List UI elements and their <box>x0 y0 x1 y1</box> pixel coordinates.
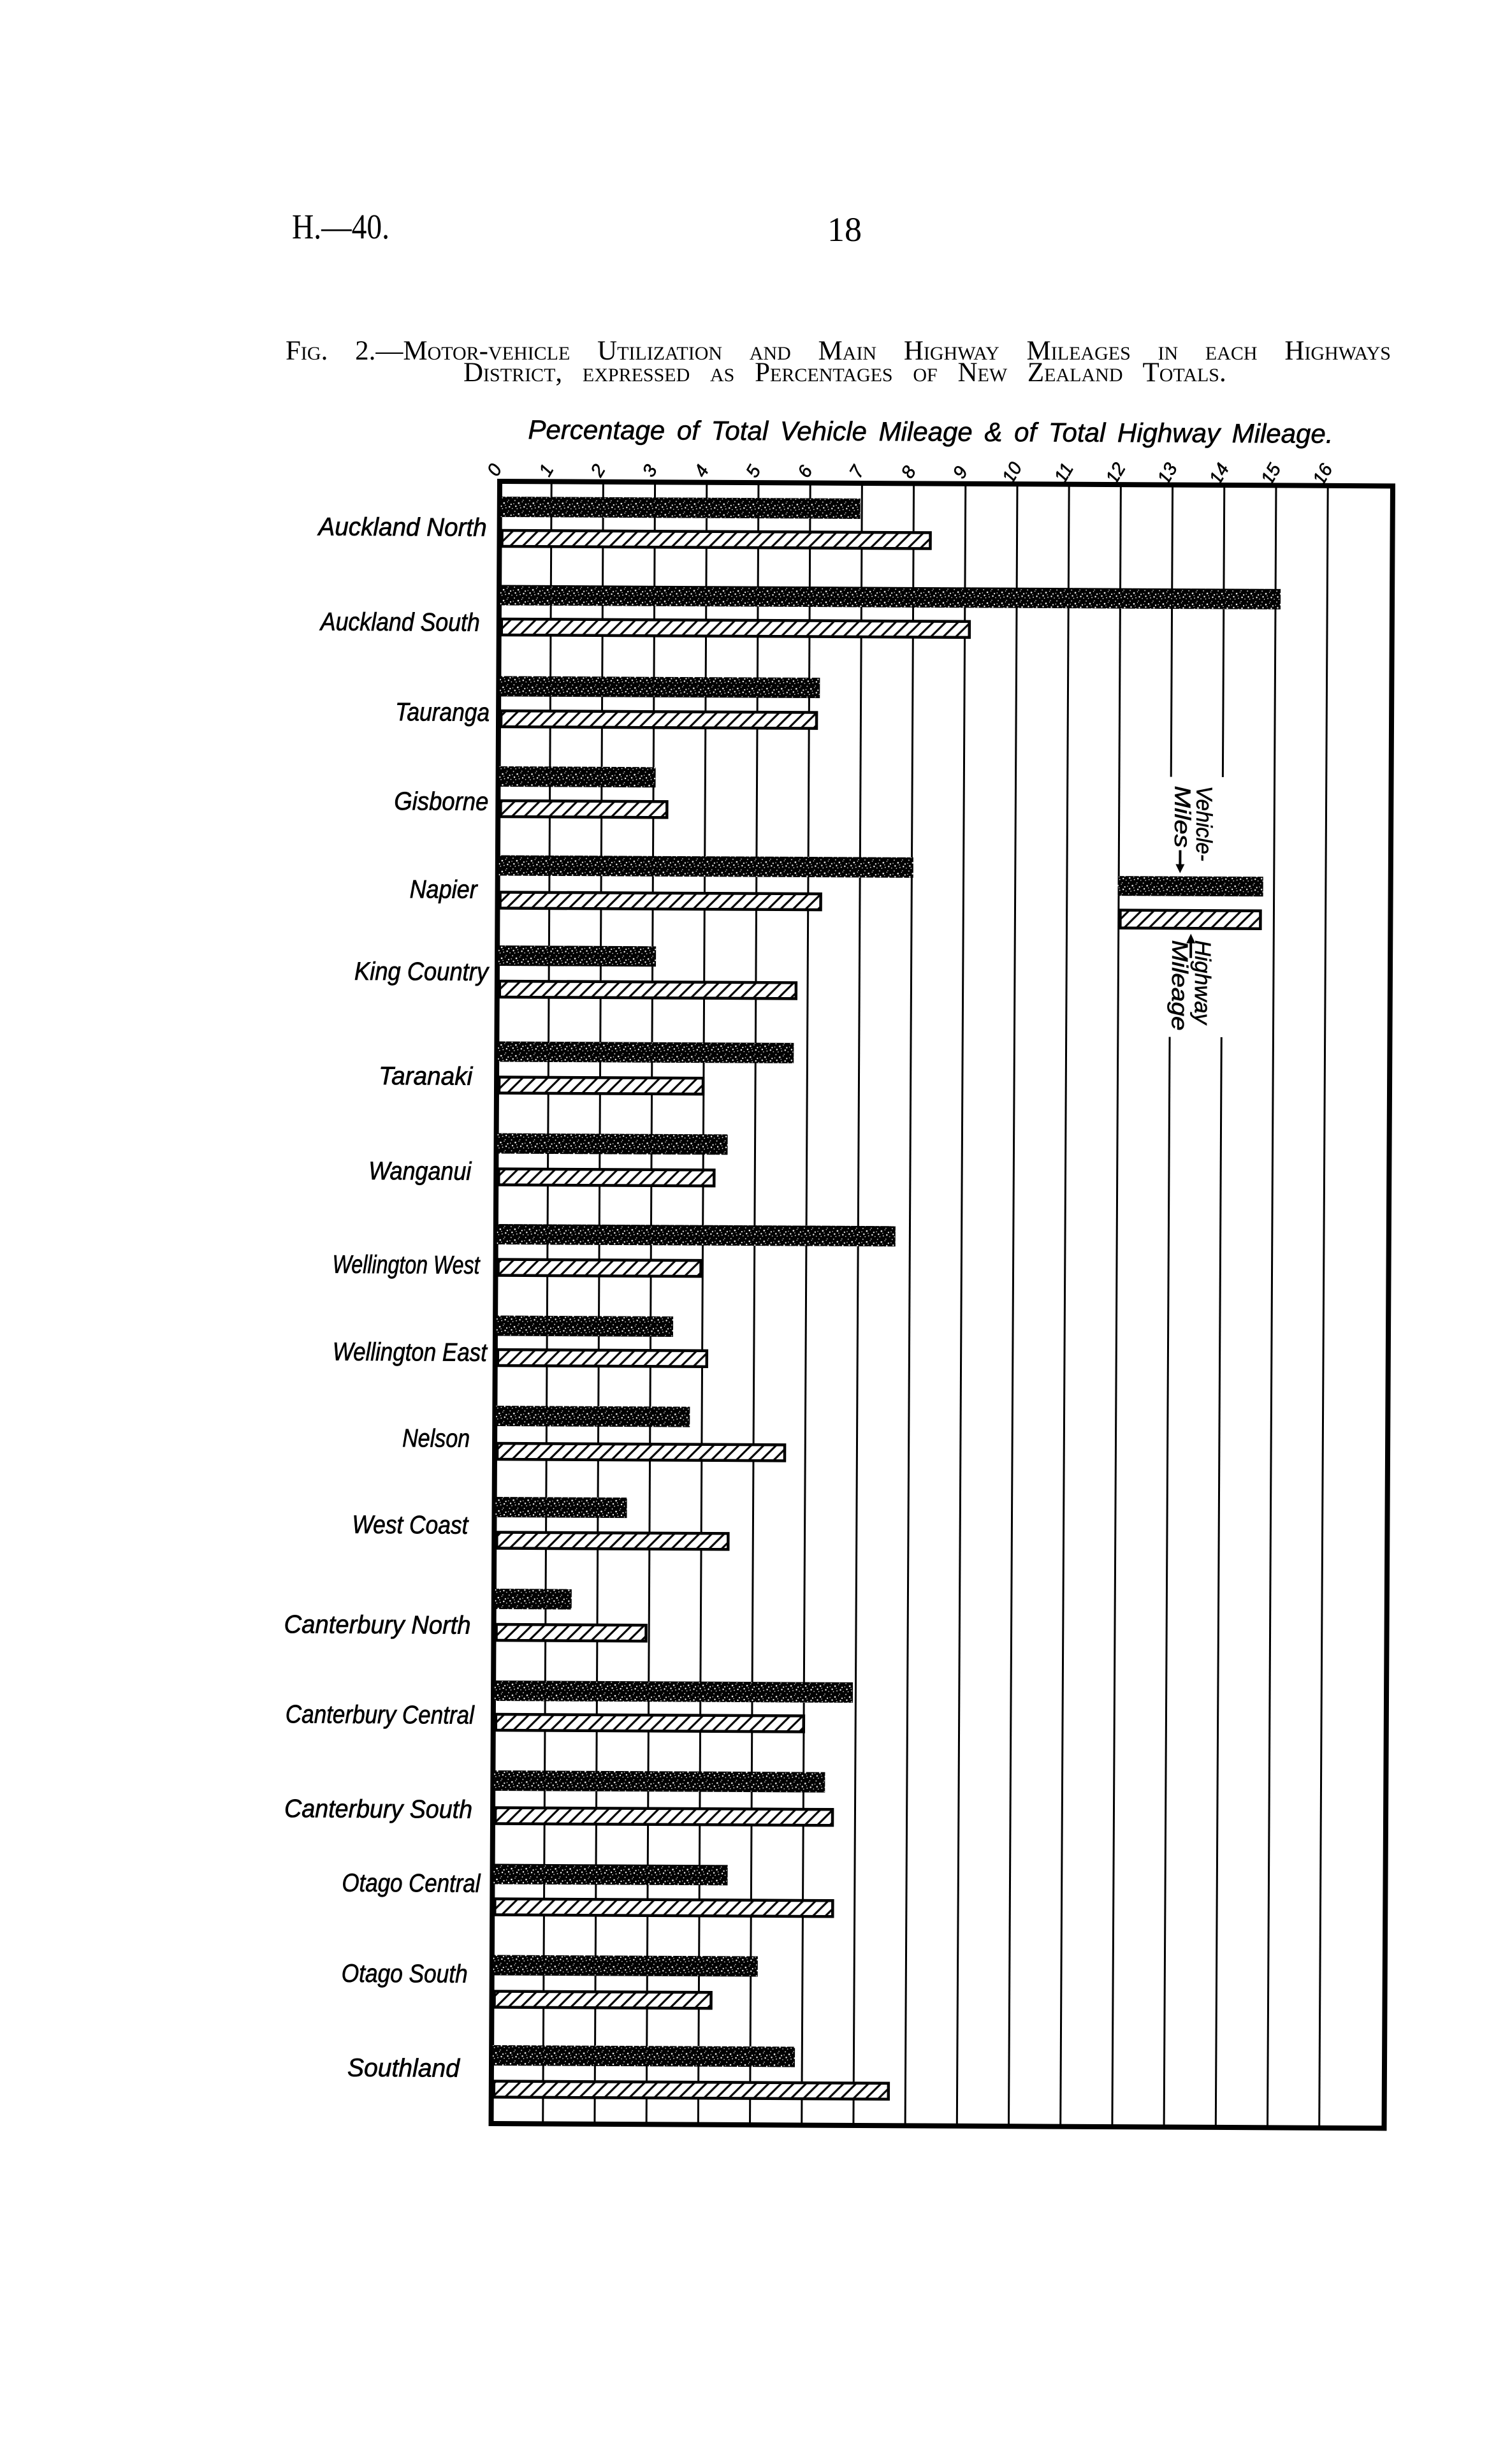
svg-text:Otago Central: Otago Central <box>342 1869 481 1898</box>
svg-text:West Coast: West Coast <box>352 1511 469 1540</box>
svg-text:Miles: Miles <box>1170 786 1195 848</box>
svg-text:Southland: Southland <box>347 2054 461 2083</box>
svg-text:Napier: Napier <box>410 875 479 904</box>
svg-text:District, expressed as Percent: District, expressed as Percentages of Ne… <box>463 358 1226 388</box>
svg-text:H.—40.: H.—40. <box>292 207 389 246</box>
svg-text:Auckland South: Auckland South <box>319 608 480 637</box>
svg-text:18: 18 <box>827 210 862 249</box>
svg-text:Canterbury North: Canterbury North <box>284 1610 470 1640</box>
svg-text:Canterbury South: Canterbury South <box>284 1795 472 1824</box>
svg-text:Canterbury Central: Canterbury Central <box>286 1700 475 1730</box>
svg-text:Percentage of Total Vehicle Mi: Percentage of Total Vehicle Mileage & of… <box>528 414 1333 449</box>
svg-text:Nelson: Nelson <box>402 1424 470 1453</box>
svg-text:Otago South: Otago South <box>342 1960 468 1988</box>
svg-text:Wellington West: Wellington West <box>332 1251 481 1279</box>
svg-text:Taranaki: Taranaki <box>379 1062 473 1091</box>
svg-text:Tauranga: Tauranga <box>395 698 490 727</box>
svg-text:Auckland North: Auckland North <box>317 513 487 542</box>
svg-text:Highway: Highway <box>1190 940 1216 1026</box>
svg-text:Wellington East: Wellington East <box>333 1338 488 1367</box>
svg-text:Gisborne: Gisborne <box>394 787 488 816</box>
svg-text:Mileage: Mileage <box>1167 940 1193 1030</box>
svg-text:King Country: King Country <box>354 958 490 986</box>
svg-text:Wanganui: Wanganui <box>368 1157 472 1186</box>
